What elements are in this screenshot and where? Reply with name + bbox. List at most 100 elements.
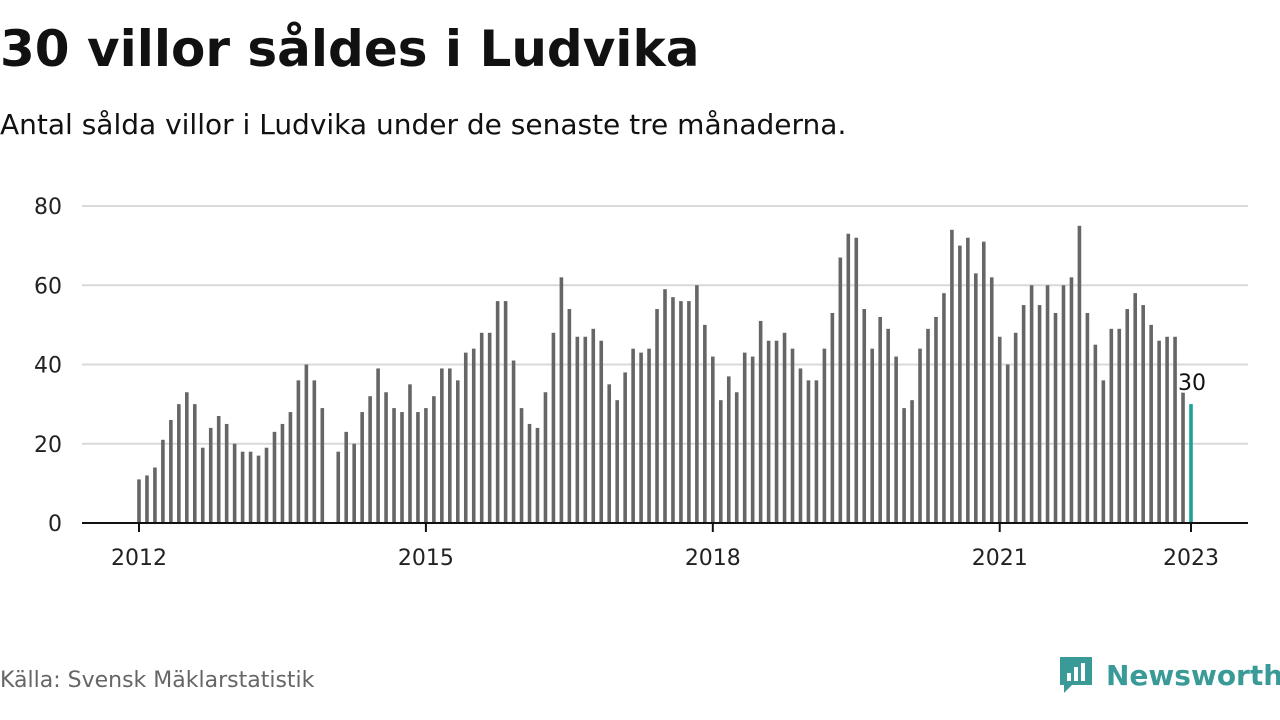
bar xyxy=(288,412,293,523)
bar xyxy=(575,336,580,523)
bar xyxy=(344,431,349,523)
y-axis: 0 20 40 60 80 xyxy=(34,195,62,537)
bar xyxy=(495,301,500,523)
bar xyxy=(758,320,763,523)
x-tick-label: 2021 xyxy=(972,546,1028,571)
bar xyxy=(1149,324,1153,523)
bar xyxy=(137,479,141,523)
bar xyxy=(766,340,771,523)
bar xyxy=(264,447,269,523)
bar xyxy=(599,340,604,523)
bar xyxy=(790,348,795,523)
bar xyxy=(750,356,755,523)
bar xyxy=(296,380,301,523)
bar xyxy=(1021,305,1026,523)
bar xyxy=(942,293,946,523)
brand-name: Newsworthy xyxy=(1106,658,1280,692)
bar xyxy=(1117,328,1122,523)
bar xyxy=(862,309,867,523)
bar xyxy=(416,412,420,523)
bar xyxy=(392,408,396,523)
bar xyxy=(1093,344,1098,523)
bar xyxy=(711,356,715,523)
bar xyxy=(615,400,619,523)
bar xyxy=(742,352,747,523)
bar xyxy=(408,384,412,523)
bar xyxy=(886,328,890,523)
bar xyxy=(192,404,197,523)
bar xyxy=(894,356,898,523)
bar xyxy=(185,392,189,523)
bar xyxy=(384,392,388,523)
bar xyxy=(1141,305,1145,523)
bar xyxy=(1045,285,1050,523)
bar xyxy=(910,400,914,523)
bar xyxy=(647,348,651,523)
bar xyxy=(224,423,229,523)
bar xyxy=(424,408,428,523)
bar xyxy=(1037,305,1042,523)
bar xyxy=(527,423,532,523)
bar xyxy=(950,229,954,523)
bar xyxy=(926,328,930,523)
bar xyxy=(734,392,739,523)
bar xyxy=(153,467,157,523)
bar xyxy=(806,380,811,523)
bar xyxy=(200,447,205,523)
bar xyxy=(1085,312,1090,523)
bar xyxy=(838,257,843,523)
bar xyxy=(535,427,540,523)
x-tick-label: 2023 xyxy=(1163,546,1219,571)
bar xyxy=(248,451,253,523)
bar xyxy=(934,316,938,523)
bar xyxy=(902,408,906,523)
bar xyxy=(830,312,835,523)
bar xyxy=(1133,293,1138,523)
brand-logo[interactable]: Newsworthy xyxy=(1058,653,1280,697)
bar xyxy=(966,237,970,523)
bar xyxy=(846,233,851,524)
bar xyxy=(352,443,356,523)
bar xyxy=(400,412,404,523)
bar xyxy=(336,451,341,523)
bar xyxy=(1013,332,1018,523)
bar xyxy=(918,348,922,523)
bar xyxy=(432,396,436,523)
x-tick-label: 2012 xyxy=(111,546,167,571)
bar xyxy=(471,348,476,523)
bar xyxy=(280,423,285,523)
bar xyxy=(440,368,444,523)
bar xyxy=(822,348,827,523)
bar xyxy=(272,431,277,523)
bar xyxy=(1157,340,1161,523)
bar xyxy=(981,241,986,523)
bar xyxy=(1173,336,1177,523)
bar xyxy=(870,348,875,523)
bar xyxy=(208,427,213,523)
bar xyxy=(304,364,309,523)
bar xyxy=(559,277,564,523)
y-tick-label: 40 xyxy=(34,354,62,379)
bar xyxy=(655,309,659,523)
bar xyxy=(312,380,317,523)
bar xyxy=(1109,328,1114,523)
bar xyxy=(798,368,803,523)
bar xyxy=(623,372,627,523)
bar xyxy=(814,380,819,523)
bar xyxy=(448,368,452,523)
bar xyxy=(958,245,962,523)
bar xyxy=(1181,392,1185,523)
x-axis: 2012 2015 2018 2021 2023 xyxy=(82,522,1248,571)
bar xyxy=(177,404,181,523)
bar xyxy=(583,336,588,523)
x-tick-label: 2018 xyxy=(685,546,741,571)
chart-subtitle: Antal sålda villor i Ludvika under de se… xyxy=(0,108,847,141)
bar xyxy=(551,332,556,523)
bar xyxy=(774,340,779,523)
highlight-bar xyxy=(1189,404,1193,523)
bar xyxy=(679,301,683,523)
bar xyxy=(703,324,707,523)
bar xyxy=(591,328,596,523)
bar xyxy=(1061,285,1066,523)
bars xyxy=(137,225,1193,524)
